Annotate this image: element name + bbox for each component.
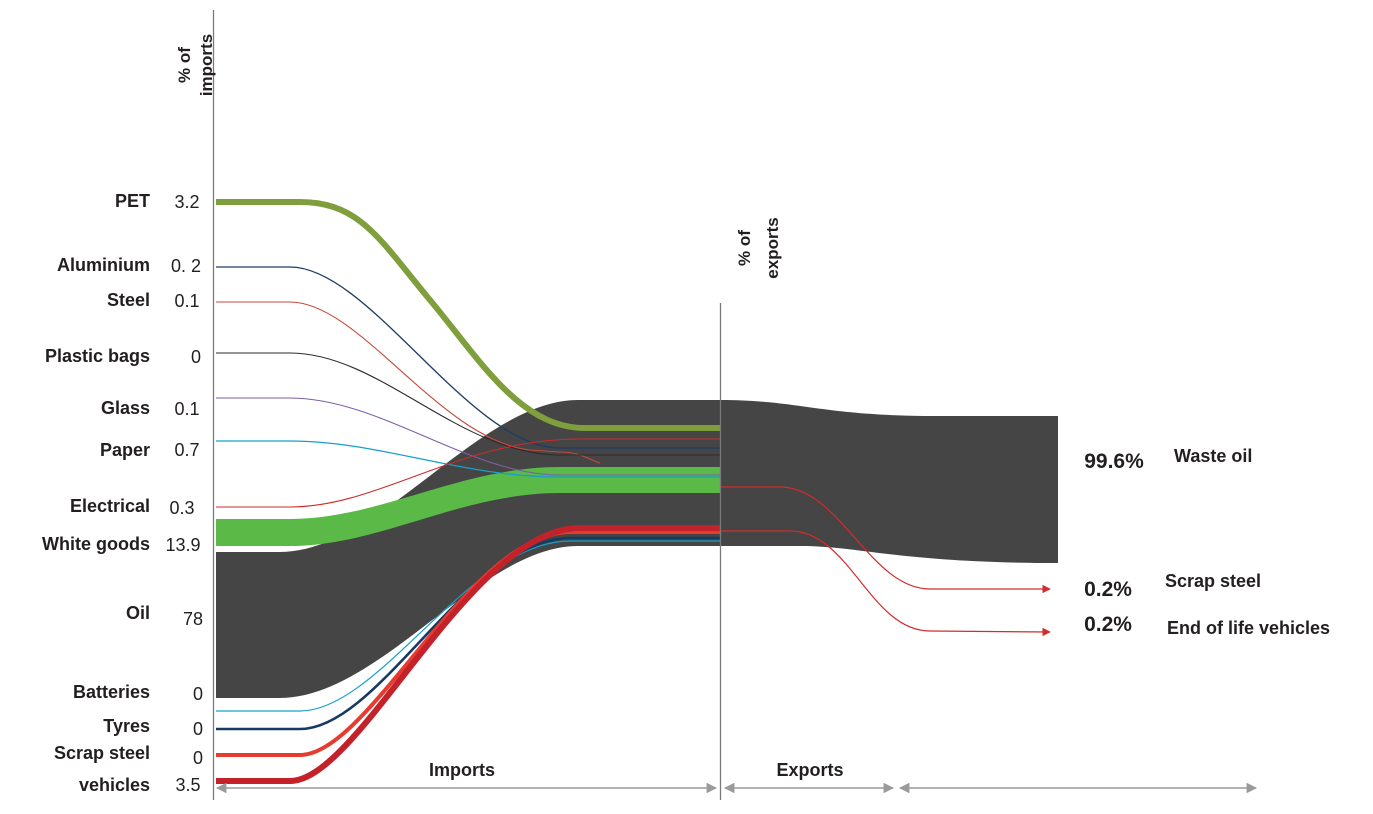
value-batteries: 0	[193, 684, 203, 704]
label-oil: Oil	[126, 603, 150, 623]
export-vehicles-flow	[721, 530, 1051, 637]
label-vehicles: vehicles	[79, 775, 150, 795]
exports-header-line2: exports	[763, 217, 782, 278]
section-exports: Exports	[776, 760, 843, 780]
output-waste-oil-percent: 99.6%	[1084, 450, 1144, 473]
label-aluminium: Aluminium	[57, 255, 150, 275]
output-scrap-steel-label: Scrap steel	[1165, 571, 1261, 591]
label-tyres: Tyres	[103, 716, 150, 736]
label-pet: PET	[115, 191, 150, 211]
output-scrap-steel-percent: 0.2%	[1084, 578, 1132, 601]
glass-flow	[216, 397, 721, 476]
label-steel: Steel	[107, 290, 150, 310]
imports-axis-header: % of imports	[175, 34, 216, 96]
value-electrical: 0.3	[169, 498, 194, 518]
imports-header-line1: % of	[175, 47, 194, 83]
exports-axis-header: % of exports	[735, 217, 782, 278]
value-plastic-bags: 0	[191, 347, 201, 367]
value-glass: 0.1	[174, 399, 199, 419]
electrical-flow	[216, 438, 721, 508]
value-tyres: 0	[193, 719, 203, 739]
output-vehicles-label: End of life vehicles	[1167, 618, 1330, 638]
value-aluminium: 0. 2	[171, 256, 201, 276]
value-white-goods: 13.9	[165, 535, 200, 555]
label-glass: Glass	[101, 398, 150, 418]
label-electrical: Electrical	[70, 496, 150, 516]
output-vehicles-percent: 0.2%	[1084, 613, 1132, 636]
steel-flow	[216, 301, 601, 464]
label-white-goods: White goods	[42, 534, 150, 554]
exports-header-line1: % of	[735, 230, 754, 266]
label-scrap-steel: Scrap steel	[54, 743, 150, 763]
white-goods-band	[216, 467, 721, 546]
label-batteries: Batteries	[73, 682, 150, 702]
value-scrap-steel: 0	[193, 748, 203, 768]
label-paper: Paper	[100, 440, 150, 460]
value-steel: 0.1	[174, 291, 199, 311]
value-paper: 0.7	[174, 440, 199, 460]
output-waste-oil-label: Waste oil	[1174, 446, 1252, 466]
imports-header-line2: imports	[197, 34, 216, 96]
paper-flow	[216, 440, 721, 478]
tyres-flow	[216, 536, 721, 731]
vehicles-flow	[216, 525, 721, 784]
export-scrap-steel-flow	[721, 486, 1051, 594]
oil-band	[216, 400, 1058, 698]
value-vehicles: 3.5	[175, 775, 200, 795]
value-pet: 3.2	[174, 192, 199, 212]
value-oil: 78	[183, 609, 203, 629]
pet-flow	[216, 199, 721, 431]
section-imports: Imports	[429, 760, 495, 780]
plastic-bags-flow	[216, 352, 721, 456]
label-plastic-bags: Plastic bags	[45, 346, 150, 366]
batteries-flow	[216, 540, 721, 712]
